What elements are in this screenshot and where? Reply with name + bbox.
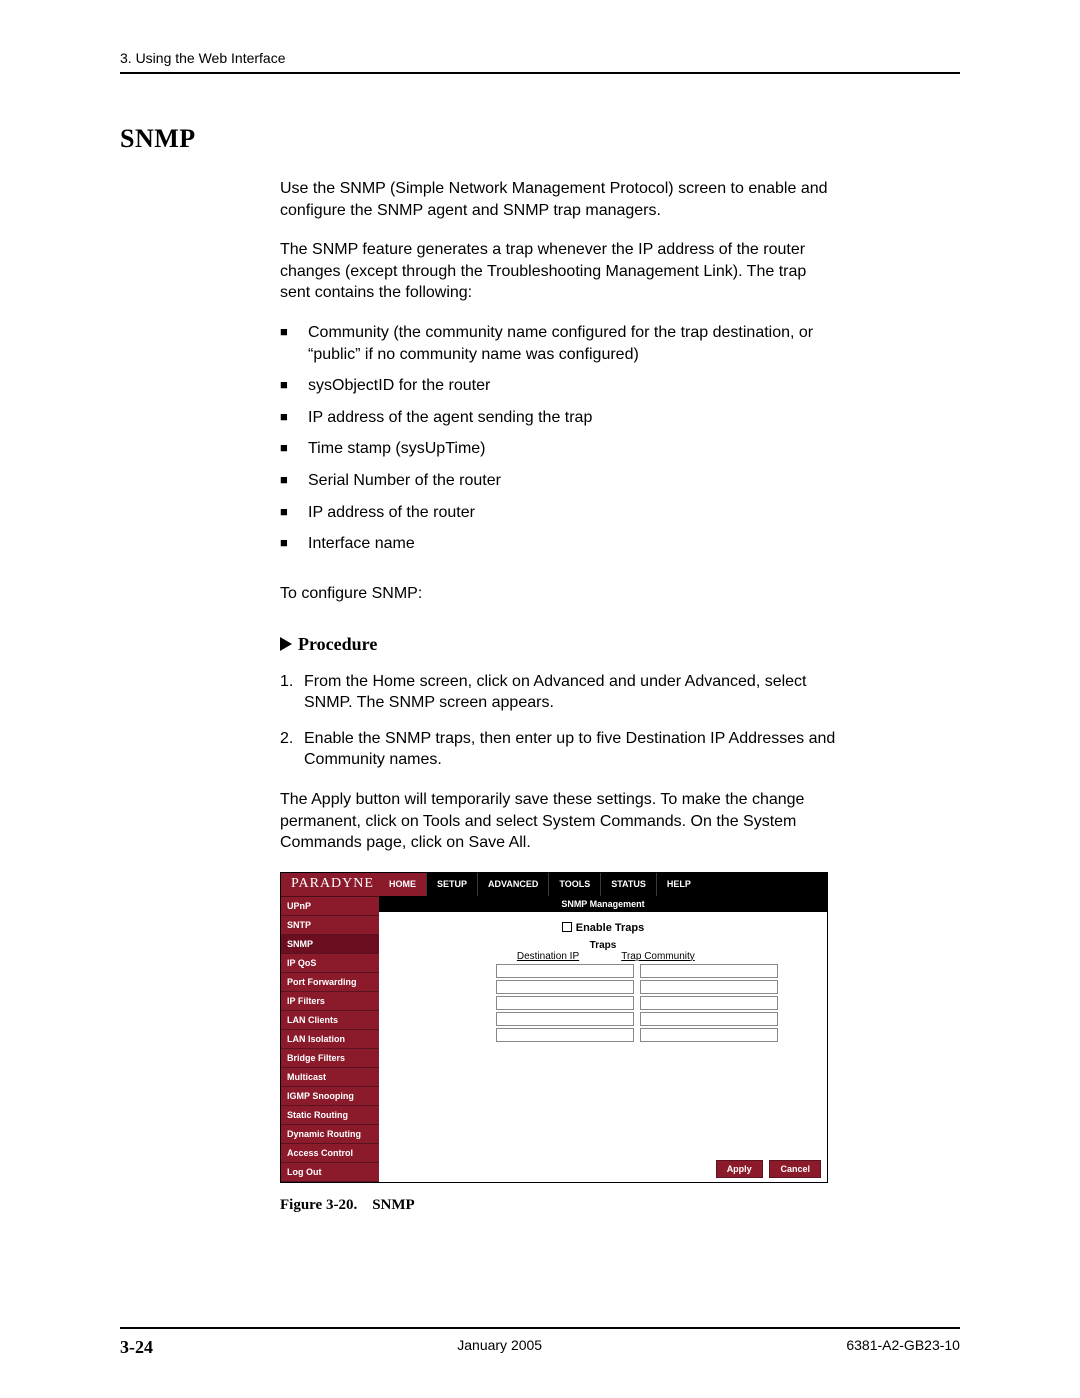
brand-logo: PARADYNE bbox=[281, 873, 379, 896]
trap-row bbox=[493, 996, 713, 1010]
sidebar-item-ip-filters[interactable]: IP Filters bbox=[281, 992, 379, 1011]
sidebar-item-bridge-filters[interactable]: Bridge Filters bbox=[281, 1049, 379, 1068]
sidebar-item-log-out[interactable]: Log Out bbox=[281, 1163, 379, 1182]
destination-ip-input[interactable] bbox=[496, 996, 634, 1010]
chapter-header: 3. Using the Web Interface bbox=[120, 50, 960, 66]
bottom-rule bbox=[120, 1327, 960, 1329]
step-number: 2. bbox=[280, 728, 293, 750]
destination-ip-input[interactable] bbox=[496, 1012, 634, 1026]
traps-columns: Destination IP Trap Community bbox=[493, 951, 713, 962]
bullet-item: Serial Number of the router bbox=[280, 470, 840, 492]
bullet-item: IP address of the agent sending the trap bbox=[280, 407, 840, 429]
destination-ip-input[interactable] bbox=[496, 964, 634, 978]
trap-community-input[interactable] bbox=[640, 980, 778, 994]
procedure-heading: Procedure bbox=[280, 632, 840, 656]
trap-community-input[interactable] bbox=[640, 964, 778, 978]
intro-2: The SNMP feature generates a trap whenev… bbox=[280, 239, 840, 304]
trap-row bbox=[493, 1028, 713, 1042]
lead-text: To configure SNMP: bbox=[280, 583, 840, 605]
trap-row bbox=[493, 964, 713, 978]
enable-traps-checkbox[interactable] bbox=[562, 922, 572, 932]
tab-help[interactable]: HELP bbox=[656, 873, 701, 896]
apply-button[interactable]: Apply bbox=[716, 1160, 763, 1178]
sidebar: UPnPSNTPSNMPIP QoSPort ForwardingIP Filt… bbox=[281, 896, 379, 1182]
bullet-item: sysObjectID for the router bbox=[280, 375, 840, 397]
procedure-steps: 1.From the Home screen, click on Advance… bbox=[280, 671, 840, 771]
doc-number: 6381-A2-GB23-10 bbox=[846, 1337, 960, 1358]
tab-setup[interactable]: SETUP bbox=[426, 873, 477, 896]
sidebar-item-access-control[interactable]: Access Control bbox=[281, 1144, 379, 1163]
sidebar-item-lan-clients[interactable]: LAN Clients bbox=[281, 1011, 379, 1030]
sidebar-item-multicast[interactable]: Multicast bbox=[281, 1068, 379, 1087]
sidebar-item-sntp[interactable]: SNTP bbox=[281, 916, 379, 935]
step-item: 2.Enable the SNMP traps, then enter up t… bbox=[280, 728, 840, 771]
enable-traps-label: Enable Traps bbox=[576, 922, 644, 934]
traps-header: Traps bbox=[493, 940, 713, 951]
intro-1: Use the SNMP (Simple Network Management … bbox=[280, 178, 840, 221]
triangle-icon bbox=[280, 637, 292, 651]
content-title: SNMP Management bbox=[379, 896, 827, 912]
bullet-item: Interface name bbox=[280, 533, 840, 555]
traps-table: Traps Destination IP Trap Community bbox=[493, 940, 713, 1042]
sidebar-item-upnp[interactable]: UPnP bbox=[281, 897, 379, 916]
col-trap-community: Trap Community bbox=[603, 951, 713, 962]
sidebar-item-port-forwarding[interactable]: Port Forwarding bbox=[281, 973, 379, 992]
footer-date: January 2005 bbox=[457, 1337, 542, 1358]
figure-caption: Figure 3-20. SNMP bbox=[280, 1197, 960, 1214]
tab-home[interactable]: HOME bbox=[379, 873, 426, 896]
sidebar-item-snmp[interactable]: SNMP bbox=[281, 935, 379, 954]
sidebar-item-static-routing[interactable]: Static Routing bbox=[281, 1106, 379, 1125]
trap-community-input[interactable] bbox=[640, 1028, 778, 1042]
bullet-item: IP address of the router bbox=[280, 502, 840, 524]
trap-community-input[interactable] bbox=[640, 1012, 778, 1026]
page-number: 3-24 bbox=[120, 1337, 153, 1358]
bullet-item: Community (the community name configured… bbox=[280, 322, 840, 365]
tab-tools[interactable]: TOOLS bbox=[548, 873, 600, 896]
step-item: 1.From the Home screen, click on Advance… bbox=[280, 671, 840, 714]
trap-row bbox=[493, 980, 713, 994]
tab-status[interactable]: STATUS bbox=[600, 873, 656, 896]
body-block: Use the SNMP (Simple Network Management … bbox=[280, 178, 840, 854]
top-nav: PARADYNE HOMESETUPADVANCEDTOOLSSTATUSHEL… bbox=[281, 873, 827, 896]
apply-note: The Apply button will temporarily save t… bbox=[280, 789, 840, 854]
cancel-button[interactable]: Cancel bbox=[769, 1160, 821, 1178]
button-row: Apply Cancel bbox=[712, 1160, 821, 1178]
bullet-list: Community (the community name configured… bbox=[280, 322, 840, 555]
tab-advanced[interactable]: ADVANCED bbox=[477, 873, 548, 896]
destination-ip-input[interactable] bbox=[496, 1028, 634, 1042]
destination-ip-input[interactable] bbox=[496, 980, 634, 994]
procedure-label: Procedure bbox=[298, 634, 377, 654]
col-destination-ip: Destination IP bbox=[493, 951, 603, 962]
snmp-screenshot: PARADYNE HOMESETUPADVANCEDTOOLSSTATUSHEL… bbox=[280, 872, 828, 1183]
section-title: SNMP bbox=[120, 124, 960, 154]
content-area: SNMP Management Enable Traps Traps Desti… bbox=[379, 896, 827, 1182]
step-number: 1. bbox=[280, 671, 293, 693]
enable-traps-row: Enable Traps bbox=[379, 912, 827, 940]
top-rule bbox=[120, 72, 960, 74]
tab-bar: HOMESETUPADVANCEDTOOLSSTATUSHELP bbox=[379, 873, 701, 896]
sidebar-item-dynamic-routing[interactable]: Dynamic Routing bbox=[281, 1125, 379, 1144]
page-footer: 3-24 January 2005 6381-A2-GB23-10 bbox=[120, 1327, 960, 1358]
trap-community-input[interactable] bbox=[640, 996, 778, 1010]
bullet-item: Time stamp (sysUpTime) bbox=[280, 438, 840, 460]
sidebar-item-ip-qos[interactable]: IP QoS bbox=[281, 954, 379, 973]
sidebar-item-igmp-snooping[interactable]: IGMP Snooping bbox=[281, 1087, 379, 1106]
sidebar-item-lan-isolation[interactable]: LAN Isolation bbox=[281, 1030, 379, 1049]
trap-row bbox=[493, 1012, 713, 1026]
